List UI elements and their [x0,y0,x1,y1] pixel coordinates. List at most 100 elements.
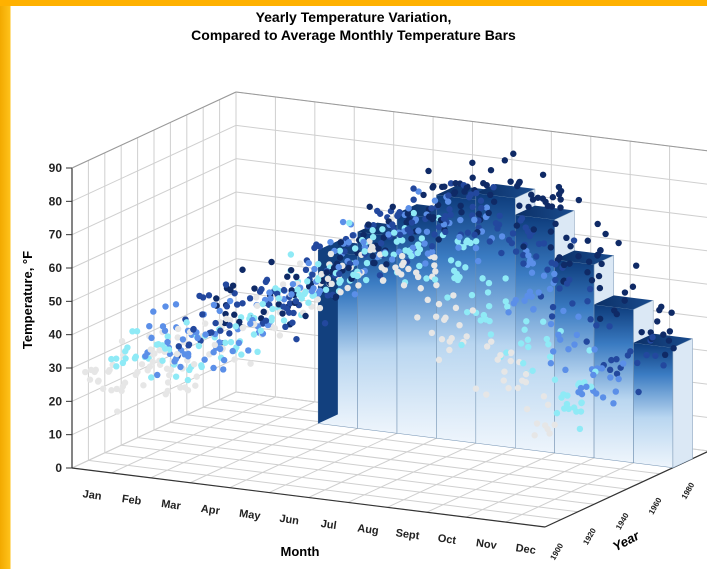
scatter-point [551,376,559,383]
scatter-point [430,183,437,190]
scatter-point [433,281,440,289]
z-tick-label: 1960 [647,496,664,516]
scatter-point [496,212,503,219]
scatter-point [483,204,491,211]
scatter-point [366,238,373,245]
scatter-point [336,279,343,286]
scatter-point [309,271,316,278]
scatter-point [594,220,601,228]
scatter-point [562,366,569,374]
scatter-point [279,281,287,288]
scatter-point [233,301,241,308]
scatter-point [404,226,411,233]
scatter-point [441,183,448,190]
scatter-point [349,232,357,239]
scatter-point [529,367,536,374]
scatter-point [425,213,433,220]
scatter-point [296,260,304,267]
chart-title-line2: Compared to Average Monthly Temperature … [191,27,516,43]
scatter-point [438,336,446,343]
scatter-point [190,326,197,333]
scatter-point [190,361,198,368]
scatter-point [226,322,233,329]
scatter-point [360,238,367,246]
scatter-point [119,383,127,390]
scatter-point [292,297,300,305]
scatter-point [396,231,404,239]
scatter-point [205,292,213,299]
scatter-point [647,329,654,336]
scatter-point [544,425,551,433]
scatter-point [501,157,509,164]
scatter-point [201,356,208,363]
scatter-point [656,306,663,314]
scatter-point [414,314,421,321]
scatter-point [469,159,476,166]
scatter-point [431,231,438,238]
scatter-point [435,223,443,231]
scatter-point [513,222,521,229]
scatter-point [351,291,359,298]
scatter-point [540,272,548,279]
scatter-point [613,356,620,363]
scatter-point [311,244,318,252]
scatter-point [363,259,371,267]
scatter-point [502,275,509,282]
scatter-point [380,277,387,284]
temperature-bar [593,304,634,464]
scatter-point [156,347,163,354]
scatter-point [259,300,266,308]
floor-gridline [170,421,644,482]
scatter-point [613,310,620,318]
scatter-point [544,401,552,408]
scatter-point [652,352,659,359]
scatter-point [621,297,628,304]
scatter-point [351,245,359,252]
scatter-point [380,234,387,241]
scatter-point [598,260,605,268]
scatter-point [471,231,478,238]
scatter-point [533,420,541,427]
scatter-point [318,270,325,278]
scatter-point [497,351,504,359]
scatter-point [210,364,217,372]
scatter-point [576,425,584,433]
scatter-point [223,315,230,322]
scatter-point [546,353,554,360]
scatter-point [247,360,254,367]
scatter-point [539,171,547,178]
side-top-edge [71,91,237,169]
scatter-point [464,229,472,236]
scatter-point [289,319,296,326]
scatter-point [548,203,556,210]
scatter-point [575,253,582,260]
scatter-point [588,277,596,284]
scatter-point [571,341,578,348]
scatter-point [507,357,514,365]
scatter-point [346,219,353,227]
scatter-point [455,260,462,268]
scatter-point [194,334,201,342]
scatter-point [606,366,614,374]
x-tick-label: Feb [121,493,142,508]
scatter-point [450,267,458,274]
scatter-point [336,254,344,261]
z-tick-label: 1920 [581,526,598,546]
scatter-point [172,301,180,308]
scatter-point [146,322,153,330]
scatter-point [210,301,218,309]
scatter-point [133,328,141,335]
scatter-point [217,327,224,334]
scatter-point [354,272,361,280]
scatter-point [509,230,517,237]
scatter-point [173,350,181,358]
scatter-point [286,300,294,307]
scatter-point [316,304,324,312]
scatter-point [196,292,203,300]
scatter-point [468,291,476,299]
scatter-point [494,225,501,232]
scatter-point [390,229,398,236]
y-tick-label: 90 [49,161,63,175]
scatter-point [435,236,442,243]
scatter-point [546,285,554,293]
